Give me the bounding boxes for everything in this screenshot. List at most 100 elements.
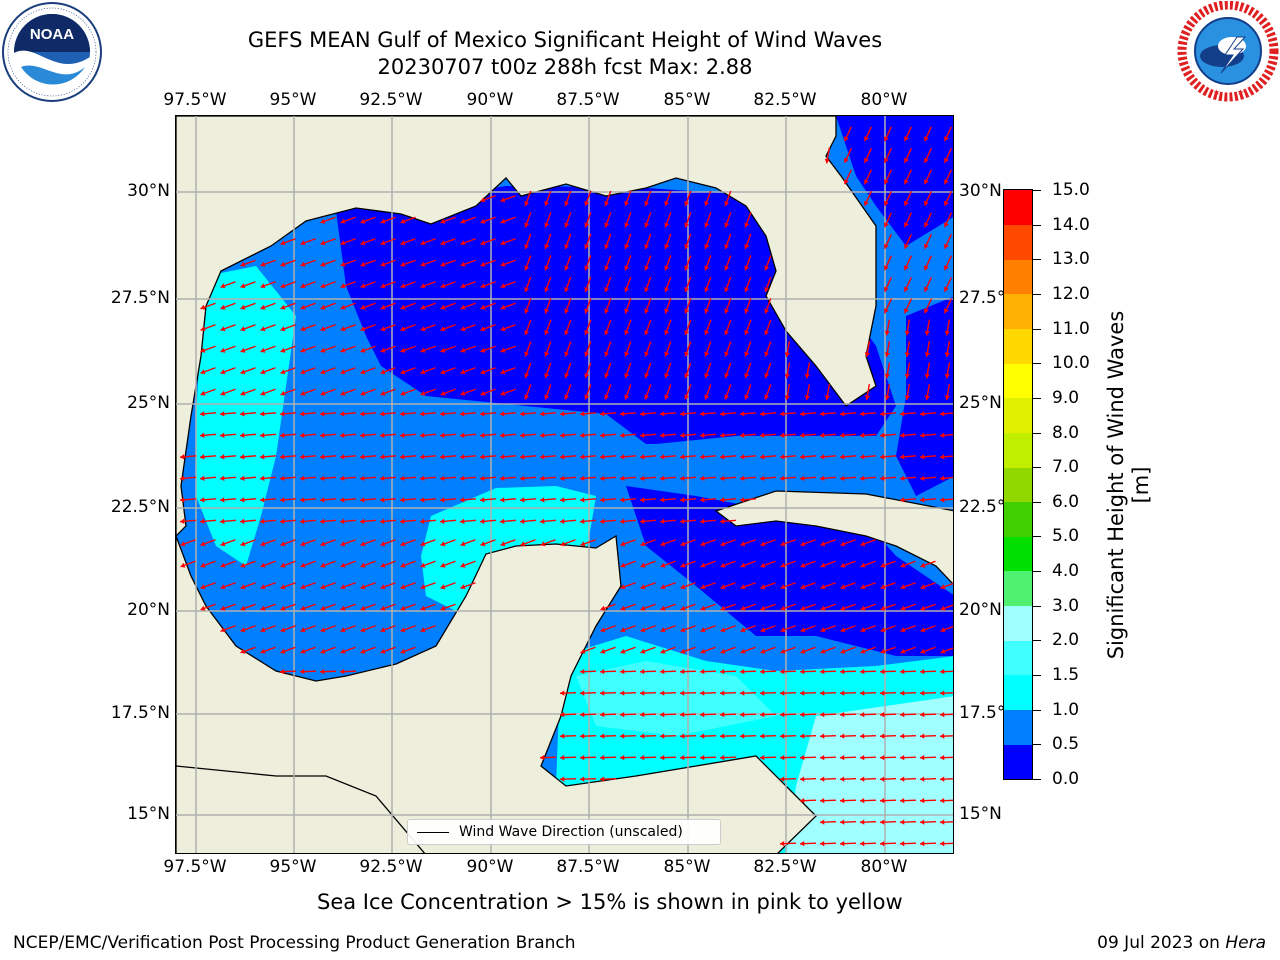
land-mexico [176, 534, 817, 853]
wind-wave-arrowhead [744, 222, 750, 228]
wind-wave-arrowhead [560, 497, 565, 503]
wind-wave-arrowhead [940, 411, 945, 417]
wind-wave-arrowhead [300, 518, 305, 524]
wind-wave-arrowhead [460, 347, 466, 353]
wind-wave-arrowhead [460, 518, 465, 524]
wind-wave-arrowhead [920, 584, 926, 590]
wind-wave-arrowhead [820, 648, 826, 654]
wind-wave-arrowhead [700, 475, 705, 481]
wind-wave-arrowhead [764, 287, 770, 293]
wind-wave-arrowhead [440, 283, 446, 289]
wind-wave-arrowhead [780, 605, 786, 611]
wind-wave-arrowhead [300, 283, 306, 289]
wind-wave-arrowhead [640, 605, 646, 611]
lat-label-left: 27.5°N [110, 288, 170, 308]
wind-wave-arrowhead [660, 668, 665, 675]
wind-wave-arrowhead [580, 454, 585, 460]
wind-wave-arrowhead [580, 776, 585, 782]
wind-wave-arrowhead [320, 668, 325, 675]
wind-wave-arrowhead [764, 351, 770, 357]
wind-wave-arrowhead [880, 562, 886, 568]
wind-wave-arrowhead [360, 390, 366, 396]
wind-wave-arrowhead [560, 690, 565, 696]
wind-wave-arrowhead [200, 432, 205, 438]
wind-wave-arrowhead [320, 497, 325, 503]
colorbar-segment [1004, 675, 1032, 711]
wind-wave-arrowhead [923, 265, 929, 271]
wind-wave-arrowhead [524, 373, 530, 379]
wind-wave-arrowhead [704, 287, 710, 293]
wind-wave-arrowhead [640, 432, 645, 438]
wind-wave-arrowhead [620, 497, 625, 503]
wind-wave-arrowhead [500, 283, 506, 289]
wind-wave-arrowhead [480, 541, 486, 547]
wave-height-band-low [836, 116, 953, 246]
wind-wave-arrowhead [820, 754, 825, 761]
wind-wave-arrowhead [280, 627, 286, 633]
wind-wave-arrowhead [780, 475, 785, 481]
colorbar-tick-label: 6.0 [1052, 491, 1080, 512]
wind-wave-arrowhead [760, 562, 766, 568]
wind-wave-arrowhead [820, 776, 825, 782]
wind-wave-arrowhead [360, 518, 365, 524]
wind-wave-arrowhead [280, 390, 286, 396]
wind-wave-arrowhead [863, 200, 869, 206]
wind-wave-arrowhead [440, 541, 446, 547]
wind-wave-arrowhead [480, 497, 485, 503]
wind-wave-arrowhead [680, 584, 686, 590]
wind-wave-arrowhead [200, 347, 206, 353]
wind-wave-arrowhead [940, 432, 945, 438]
colorbar-segment [1004, 190, 1032, 225]
wind-wave-arrowhead [220, 605, 226, 611]
wind-wave-arrowhead [524, 287, 530, 293]
wind-wave-arrowhead [620, 754, 625, 761]
wind-wave-arrowhead [640, 562, 646, 568]
wind-wave-arrowhead [400, 584, 406, 590]
wind-wave-arrowhead [920, 776, 925, 782]
wind-wave-arrowhead [700, 627, 706, 633]
wind-wave-arrowhead [924, 352, 930, 357]
wind-wave-arrowhead [943, 286, 949, 292]
wind-wave-arrowhead [684, 351, 690, 357]
wind-wave-arrowhead [940, 690, 945, 696]
wind-wave-arrowhead [600, 754, 605, 761]
wind-wave-arrowhead [524, 330, 530, 336]
wind-wave-arrowhead [883, 157, 889, 163]
wind-wave-arrowhead [200, 475, 205, 481]
wind-wave-arrowhead [400, 562, 406, 568]
wind-wave-arrowhead [660, 432, 665, 438]
colorbar [1003, 189, 1033, 780]
wind-wave-arrowhead [920, 562, 926, 568]
wind-wave-arrowhead [360, 454, 365, 460]
map-legend: Wind Wave Direction (unscaled) [407, 819, 721, 845]
colorbar-tick [1033, 363, 1041, 365]
wind-wave-arrowhead [300, 475, 305, 481]
credit-text: NCEP/EMC/Verification Post Processing Pr… [13, 933, 576, 953]
wind-wave-arrowhead [720, 690, 725, 696]
wind-wave-arrowhead [680, 648, 686, 654]
wind-wave-arrowhead [664, 330, 670, 336]
wind-wave-arrowhead [640, 754, 645, 761]
wind-wave-arrowhead [340, 326, 346, 332]
wind-wave-arrowhead [360, 304, 366, 310]
wind-wave-arrowhead [400, 627, 406, 633]
wind-wave-arrowhead [820, 797, 825, 804]
wind-wave-arrowhead [584, 222, 590, 228]
wind-wave-arrowhead [320, 218, 326, 224]
wind-wave-arrowhead [760, 627, 766, 633]
wind-wave-arrowhead [903, 136, 909, 142]
wind-wave-arrowhead [680, 518, 685, 524]
colorbar-tick [1033, 779, 1041, 780]
wind-wave-arrowhead [220, 347, 226, 353]
wind-wave-arrowhead [700, 668, 705, 675]
wind-wave-arrowhead [524, 308, 530, 314]
wind-wave-arrowhead [860, 711, 865, 718]
wind-wave-arrowhead [220, 411, 225, 417]
wind-wave-arrowhead [660, 733, 665, 739]
wind-wave-arrowhead [940, 497, 945, 503]
wind-wave-arrowhead [480, 261, 486, 267]
wind-wave-arrowhead [564, 201, 570, 207]
wind-wave-arrowhead [260, 605, 266, 611]
wind-wave-arrowhead [624, 394, 630, 400]
wind-wave-arrowhead [360, 218, 366, 224]
